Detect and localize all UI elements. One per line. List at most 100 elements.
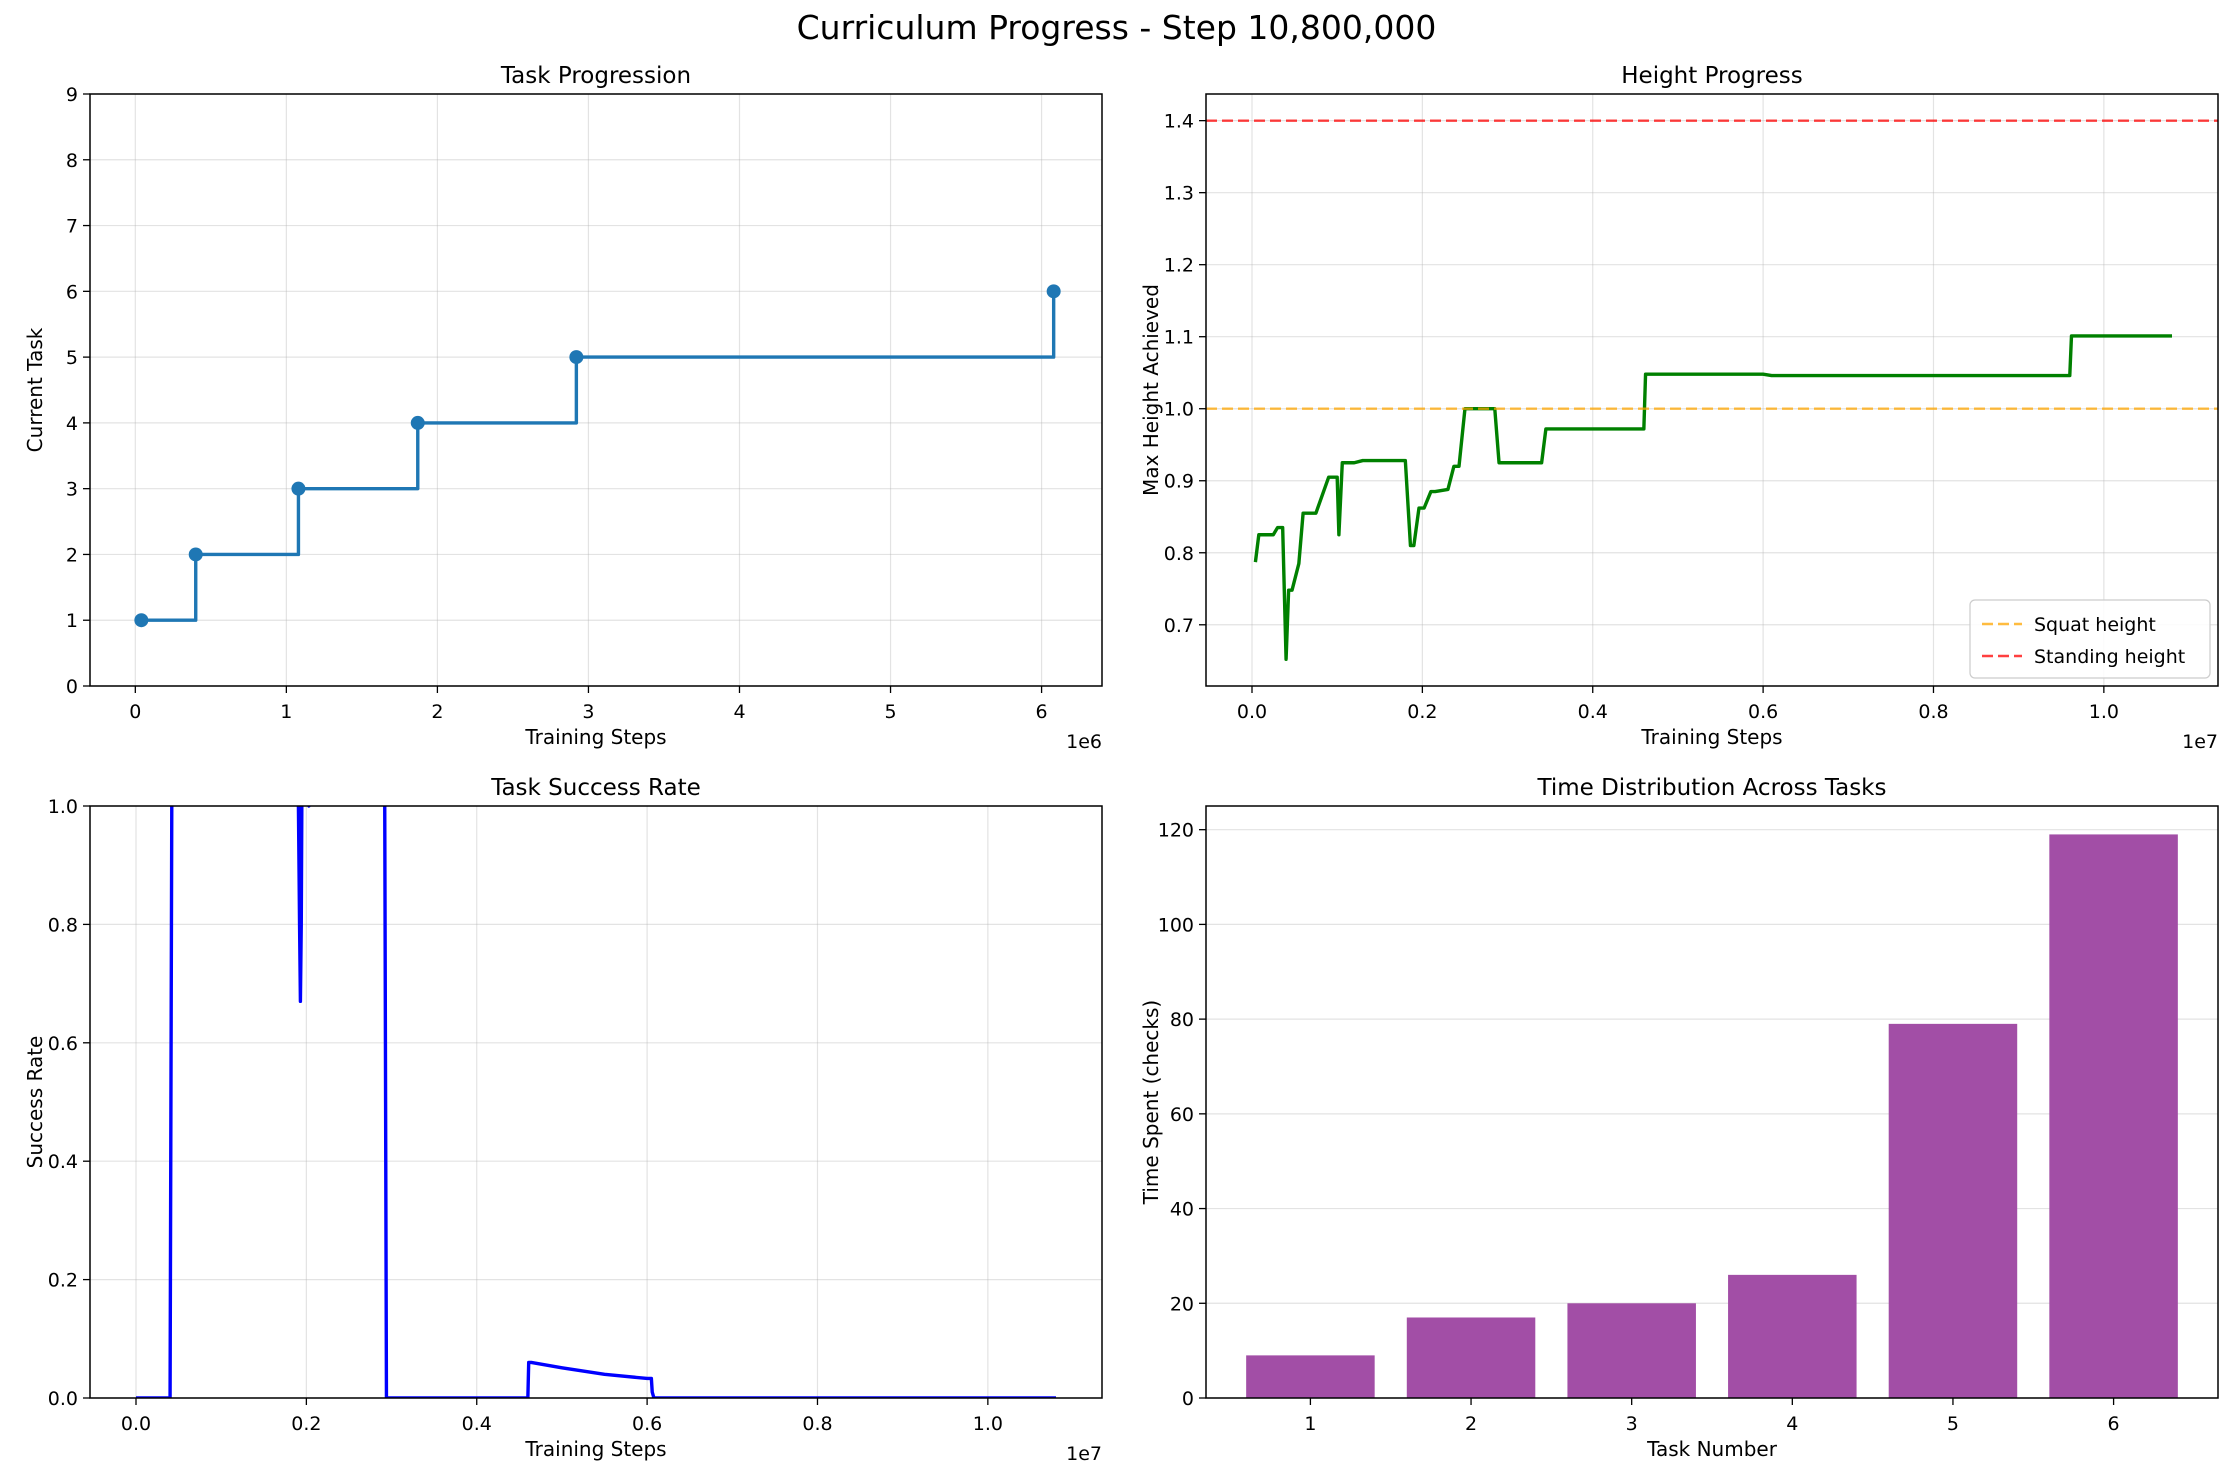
y-tick-label: 1.1 <box>1164 327 1194 349</box>
y-tick-label: 1 <box>66 610 78 632</box>
y-tick-label: 7 <box>66 216 78 238</box>
chart-task_progression: 0 1 2 3 4 5 6 7 8 9 0 1 2 3 4 5 6 Task Progression Trainin… <box>23 63 1103 753</box>
x-tick-label: 4 <box>733 701 745 723</box>
bar-task-2 <box>1406 1317 1536 1398</box>
x-axis-label: Training Steps <box>1640 725 1782 749</box>
y-tick-label: 0.8 <box>48 914 78 936</box>
y-tick-label: 4 <box>66 413 78 435</box>
y-axis-label: Current Task <box>23 327 47 452</box>
x-scale-offset-label: 1e6 <box>1066 731 1102 753</box>
x-tick-label: 0.6 <box>632 1413 662 1435</box>
x-tick-label: 0 <box>129 701 141 723</box>
data-point-task-4 <box>410 415 425 430</box>
data-point-task-2 <box>188 547 203 562</box>
x-tick-label: 0.0 <box>1237 701 1267 723</box>
chart-task_success_rate: 0.0 0.2 0.4 0.6 0.8 1.0 0.0 0.2 0.4 0.6 0.8 1.0 Task… <box>23 775 1103 1465</box>
y-tick-label: 20 <box>1170 1293 1194 1315</box>
x-tick-label: 0.8 <box>802 1413 832 1435</box>
bar-task-3 <box>1567 1303 1696 1398</box>
y-tick-label: 0.7 <box>1164 615 1194 637</box>
plot-area <box>1206 119 2218 662</box>
chart-time_distribution: 0 20 40 60 80 100 120 1 2 3 4 5 6 Time Distribution A… <box>1139 775 2219 1461</box>
axes-title: Task Success Rate <box>490 775 701 801</box>
y-tick-label: 40 <box>1170 1199 1194 1221</box>
series-line <box>307 806 311 808</box>
y-tick-label: 2 <box>66 544 78 566</box>
bar-task-4 <box>1728 1274 1857 1398</box>
chart-height_progress: 0.7 0.8 0.9 1.0 1.1 1.2 1.3 1.4 0.0 0.2 0.4 0.6 0.8 1… <box>1139 63 2219 753</box>
y-tick-label: 0.4 <box>48 1151 78 1173</box>
y-tick-label: 6 <box>66 281 78 303</box>
y-tick-label: 1.0 <box>1164 399 1194 421</box>
x-tick-label: 0.4 <box>462 1413 492 1435</box>
y-tick-label: 1.0 <box>48 796 78 818</box>
axes-frame <box>1205 93 2219 687</box>
x-tick-label: 5 <box>884 701 896 723</box>
y-tick-label: 0.0 <box>48 1388 78 1410</box>
y-tick-label: 0 <box>66 676 78 698</box>
x-tick-label: 6 <box>2108 1413 2120 1435</box>
data-point-task-5 <box>569 350 584 365</box>
axes-title: Height Progress <box>1621 63 1803 89</box>
y-tick-label: 0.8 <box>1164 543 1194 565</box>
bar-task-6 <box>2049 834 2178 1398</box>
y-tick-label: 8 <box>66 150 78 172</box>
x-tick-label: 6 <box>1036 701 1048 723</box>
legend: Squat height Standing height <box>1969 599 2211 679</box>
figure-title: Curriculum Progress - Step 10,800,000 <box>796 8 1437 47</box>
y-tick-label: 1.4 <box>1164 111 1194 133</box>
axes-frame <box>89 805 1103 1399</box>
y-axis-label: Time Spent (checks) <box>1139 1000 1163 1205</box>
y-tick-label: 5 <box>66 347 78 369</box>
legend-box <box>1969 599 2211 679</box>
y-tick-label: 9 <box>66 84 78 106</box>
y-tick-label: 120 <box>1158 820 1194 842</box>
axes-frame <box>89 93 1103 687</box>
x-tick-label: 2 <box>1465 1413 1477 1435</box>
y-tick-label: 100 <box>1158 914 1194 936</box>
y-tick-label: 3 <box>66 479 78 501</box>
data-point-task-1 <box>134 613 149 628</box>
y-axis-label: Success Rate <box>23 1036 47 1169</box>
axes-title: Time Distribution Across Tasks <box>1537 775 1887 801</box>
y-axis-label: Max Height Achieved <box>1139 284 1163 496</box>
x-tick-label: 1.0 <box>2089 701 2119 723</box>
y-tick-label: 0.9 <box>1164 471 1194 493</box>
x-scale-offset-label: 1e7 <box>2182 731 2218 753</box>
y-tick-label: 1.2 <box>1164 255 1194 277</box>
bar-task-1 <box>1246 1355 1375 1398</box>
x-tick-label: 1 <box>1304 1413 1316 1435</box>
series-line <box>383 806 1056 1398</box>
data-point-task-6 <box>1046 284 1061 299</box>
x-tick-label: 5 <box>1947 1413 1959 1435</box>
y-tick-label: 0 <box>1182 1388 1194 1410</box>
x-tick-label: 0.0 <box>121 1413 151 1435</box>
series-line <box>1253 334 2172 662</box>
x-tick-label: 0.4 <box>1578 701 1608 723</box>
legend-label: Standing height <box>2034 646 2185 668</box>
x-tick-label: 3 <box>1626 1413 1638 1435</box>
bar-task-5 <box>1888 1023 2018 1398</box>
y-tick-label: 1.3 <box>1164 183 1194 205</box>
y-tick-label: 80 <box>1170 1009 1194 1031</box>
y-tick-label: 0.2 <box>48 1270 78 1292</box>
series-line <box>296 806 304 1004</box>
x-tick-label: 3 <box>582 701 594 723</box>
axes-frame <box>1205 805 2219 1399</box>
x-tick-label: 0.2 <box>291 1413 321 1435</box>
x-tick-label: 2 <box>431 701 443 723</box>
plot-area <box>136 806 1056 1398</box>
plot-area <box>141 291 1056 622</box>
x-scale-offset-label: 1e7 <box>1066 1443 1102 1465</box>
x-tick-label: 0.2 <box>1407 701 1437 723</box>
x-axis-label: Task Number <box>1646 1437 1778 1461</box>
x-tick-label: 0.8 <box>1918 701 1948 723</box>
y-tick-label: 60 <box>1170 1104 1194 1126</box>
axes-title: Task Progression <box>500 63 691 89</box>
series-line <box>141 291 1056 622</box>
legend-label: Squat height <box>2034 614 2156 636</box>
x-tick-label: 1.0 <box>973 1413 1003 1435</box>
x-tick-label: 4 <box>1786 1413 1798 1435</box>
x-tick-label: 1 <box>280 701 292 723</box>
x-tick-label: 0.6 <box>1748 701 1778 723</box>
